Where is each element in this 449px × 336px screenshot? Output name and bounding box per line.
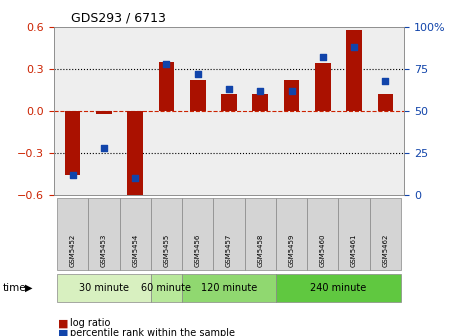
Text: GSM5459: GSM5459 <box>289 234 295 267</box>
Point <box>194 71 201 77</box>
Point <box>69 172 76 177</box>
Bar <box>96 111 112 114</box>
Text: GSM5458: GSM5458 <box>257 234 263 267</box>
Text: GSM5457: GSM5457 <box>226 234 232 267</box>
Point <box>132 175 139 181</box>
Text: GSM5462: GSM5462 <box>383 234 388 267</box>
Text: time: time <box>2 283 26 293</box>
Bar <box>221 94 237 111</box>
Bar <box>252 94 268 111</box>
Text: GSM5452: GSM5452 <box>70 234 75 267</box>
Bar <box>158 62 174 111</box>
Text: GSM5454: GSM5454 <box>132 234 138 267</box>
Text: 30 minute: 30 minute <box>79 283 129 293</box>
Bar <box>65 111 80 175</box>
Text: ■: ■ <box>58 318 69 328</box>
Text: GSM5460: GSM5460 <box>320 234 326 267</box>
Point <box>319 54 326 60</box>
Text: log ratio: log ratio <box>70 318 110 328</box>
Bar <box>378 94 393 111</box>
Text: GDS293 / 6713: GDS293 / 6713 <box>71 11 166 24</box>
Text: GSM5461: GSM5461 <box>351 234 357 267</box>
Text: ▶: ▶ <box>25 283 32 293</box>
Point <box>163 61 170 67</box>
Point <box>257 88 264 93</box>
Point <box>225 86 233 92</box>
Point <box>382 78 389 83</box>
Text: GSM5456: GSM5456 <box>195 234 201 267</box>
Text: 240 minute: 240 minute <box>310 283 366 293</box>
Text: percentile rank within the sample: percentile rank within the sample <box>70 328 234 336</box>
Bar <box>284 80 299 111</box>
Bar <box>190 80 206 111</box>
Point <box>100 145 107 151</box>
Text: 60 minute: 60 minute <box>141 283 191 293</box>
Text: GSM5453: GSM5453 <box>101 234 107 267</box>
Text: ■: ■ <box>58 328 69 336</box>
Text: 120 minute: 120 minute <box>201 283 257 293</box>
Point <box>351 44 358 50</box>
Point <box>288 88 295 93</box>
Text: GSM5455: GSM5455 <box>163 234 169 267</box>
Bar <box>346 30 362 111</box>
Bar <box>128 111 143 195</box>
Bar <box>315 63 330 111</box>
